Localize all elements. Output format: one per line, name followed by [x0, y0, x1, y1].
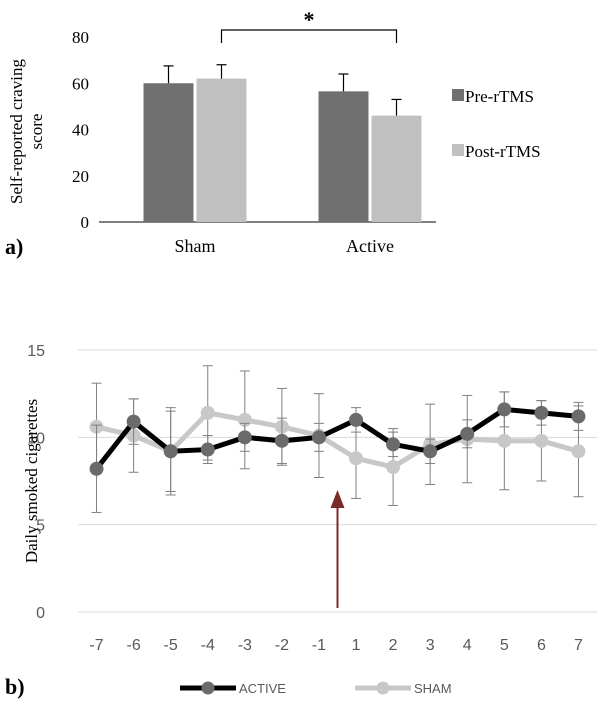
- data-point-sham: [200, 405, 215, 420]
- y-tick-label: 60: [72, 74, 89, 93]
- data-point-active: [423, 444, 438, 459]
- y-tick-label: 10: [27, 430, 45, 447]
- legend-swatch-post-rtms: [452, 144, 464, 156]
- x-tick-label: -7: [89, 637, 103, 654]
- x-tick-label: Sham: [174, 236, 215, 256]
- x-tick-label: 2: [389, 637, 398, 654]
- data-point-sham: [571, 444, 586, 459]
- data-point-active: [237, 430, 252, 445]
- bar-pre-rtms-sham: [143, 83, 194, 222]
- data-point-active: [534, 405, 549, 420]
- x-tick-label: 7: [574, 637, 583, 654]
- x-tick-label: 4: [463, 637, 472, 654]
- x-tick-label: -3: [238, 637, 252, 654]
- data-point-active: [200, 442, 215, 457]
- x-tick-label: Active: [346, 236, 394, 256]
- data-point-active: [163, 444, 178, 459]
- x-tick-label: -4: [201, 637, 215, 654]
- bar-pre-rtms-active: [318, 91, 369, 222]
- y-tick-label: 15: [27, 343, 45, 360]
- significance-star: *: [304, 7, 315, 32]
- data-point-active: [126, 414, 141, 429]
- x-tick-label: 3: [426, 637, 435, 654]
- y-tick-label: 0: [36, 605, 45, 622]
- x-tick-label: 6: [537, 637, 546, 654]
- data-point-sham: [386, 460, 401, 475]
- data-point-active: [311, 430, 326, 445]
- panel-label-a: a): [5, 234, 23, 259]
- series-active: [89, 391, 586, 513]
- data-point-active: [460, 426, 475, 441]
- y-axis-label-line: Self-reported craving: [7, 59, 26, 204]
- y-tick-label: 0: [81, 213, 90, 232]
- data-point-active: [386, 437, 401, 452]
- bar-post-rtms-active: [371, 115, 422, 222]
- legend-swatch-pre-rtms: [452, 89, 464, 101]
- bar-post-rtms-sham: [196, 78, 247, 222]
- y-tick-label: 80: [72, 28, 89, 47]
- legend-label-sham: SHAM: [414, 681, 452, 696]
- data-point-active: [89, 461, 104, 476]
- data-point-active: [349, 412, 364, 427]
- y-axis-label: Daily smoked cigarettes: [22, 399, 41, 563]
- data-point-active: [571, 409, 586, 424]
- data-point-sham: [534, 433, 549, 448]
- y-tick-label: 40: [72, 121, 89, 140]
- x-tick-label: -2: [275, 637, 289, 654]
- x-tick-label: -5: [164, 637, 178, 654]
- y-tick-label: 5: [36, 518, 45, 535]
- legend-label-pre-rtms: Pre-rTMS: [465, 87, 534, 106]
- data-point-active: [274, 433, 289, 448]
- significance-bracket: [220, 29, 398, 43]
- data-point-active: [497, 402, 512, 417]
- y-axis-label-line: score: [27, 114, 46, 150]
- x-tick-label: -1: [312, 637, 326, 654]
- series-sham: [89, 365, 586, 506]
- data-point-sham: [349, 451, 364, 466]
- y-axis-label: Self-reported cravingscore: [7, 59, 46, 204]
- x-tick-label: -6: [126, 637, 140, 654]
- legend-marker-active: [201, 681, 215, 695]
- legend-label-active: ACTIVE: [239, 681, 286, 696]
- data-point-sham: [497, 433, 512, 448]
- x-tick-label: 1: [352, 637, 361, 654]
- legend-label-post-rtms: Post-rTMS: [465, 142, 541, 161]
- y-tick-label: 20: [72, 167, 89, 186]
- panel-a: 0 20 40 60 80 Self-reported cravingscore Sham A…: [5, 7, 541, 259]
- legend-marker-sham: [376, 681, 390, 695]
- x-tick-label: 5: [500, 637, 509, 654]
- panel-label-b: b): [5, 674, 25, 699]
- arrow-head: [330, 490, 345, 508]
- panel-b: 0 5 10 15 -7 -6 -5 -4 -3 -2 -1 1 2 3 4 5 6 7 Daily smoked …: [5, 343, 597, 699]
